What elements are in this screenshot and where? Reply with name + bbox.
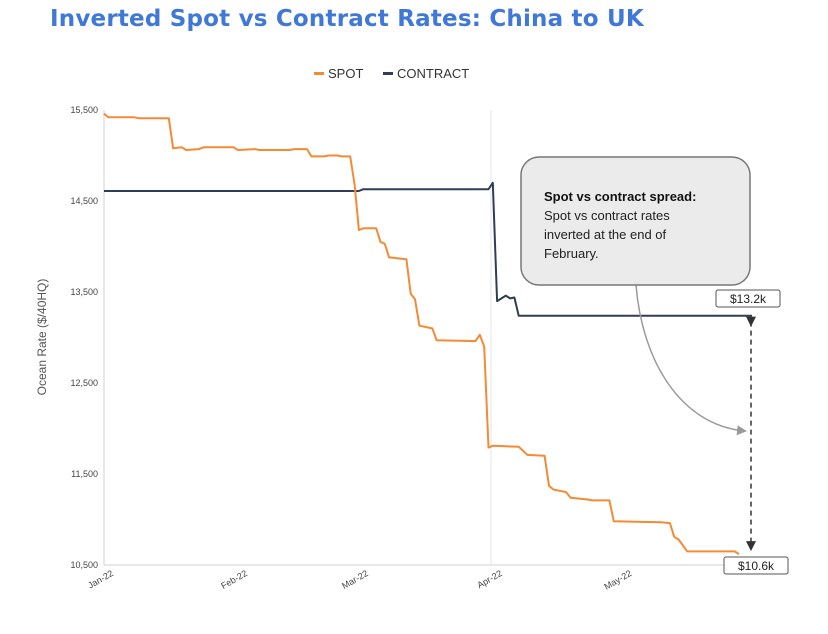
legend-spot-label: SPOT	[328, 66, 363, 81]
y-tick-label: 15,500	[70, 105, 98, 115]
y-tick-label: 11,500	[71, 469, 98, 479]
legend: SPOT CONTRACT	[314, 66, 469, 81]
legend-spot-swatch	[314, 72, 324, 75]
spot-end-value: $10.6k	[738, 559, 775, 573]
contract-end-label-box	[715, 289, 781, 308]
chart-title: Inverted Spot vs Contract Rates: China t…	[50, 6, 644, 32]
callout-line-1: Spot vs contract rates	[544, 208, 670, 223]
y-tick-label: 12,500	[70, 378, 98, 388]
contract-end-value: $13.2k	[730, 292, 767, 306]
spread-callout: Spot vs contract spread: Spot vs contrac…	[520, 156, 751, 286]
callout-box	[520, 156, 751, 286]
spot-end-label: $10.6k	[723, 556, 789, 575]
callout-title: Spot vs contract spread:	[544, 189, 696, 204]
y-tick-labels: 10,500 11,500 12,500 13,500 14,500 15,500	[70, 105, 98, 570]
x-tick-labels: Jan-22 Feb-22 Mar-22 Apr-22 May-22	[86, 568, 633, 592]
y-axis-title: Ocean Rate ($/40HQ)	[35, 279, 49, 396]
callout-line-2: inverted at the end of	[544, 227, 667, 242]
contract-series-line	[104, 181, 752, 317]
spot-end-label-box	[723, 556, 789, 575]
callout-line-3: February.	[544, 246, 599, 261]
x-tick-label: Mar-22	[340, 568, 370, 591]
spot-series-line	[103, 112, 740, 555]
y-tick-label: 14,500	[70, 196, 98, 206]
x-tick-label: Jan-22	[86, 568, 115, 590]
contract-end-label: $13.2k	[715, 289, 781, 308]
x-tick-label: May-22	[602, 568, 633, 592]
callout-pointer-arrow	[635, 284, 747, 436]
x-tick-label: Apr-22	[475, 568, 503, 590]
y-tick-label: 13,500	[70, 287, 98, 297]
legend-contract-label: CONTRACT	[397, 66, 469, 81]
y-tick-label: 10,500	[70, 560, 98, 570]
x-tick-label: Feb-22	[219, 568, 249, 591]
legend-contract-swatch	[383, 72, 393, 75]
